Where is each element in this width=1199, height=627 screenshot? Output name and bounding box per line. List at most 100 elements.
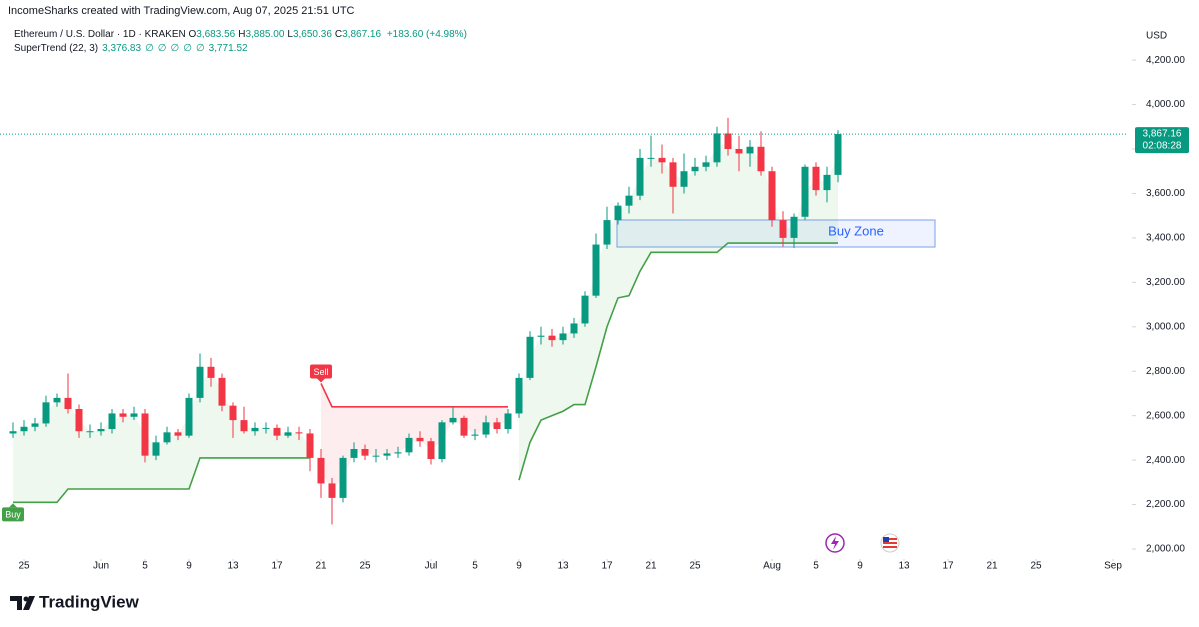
x-tick-label: 25	[359, 561, 371, 572]
candle-body	[460, 417, 468, 436]
ohlc-value: 3,650.36	[292, 29, 332, 40]
candle-body	[273, 427, 281, 436]
candle-body	[548, 335, 556, 341]
event-icons	[825, 533, 900, 553]
x-tick-label: Jun	[93, 561, 109, 572]
price-tag-label: 3,867.16	[1143, 129, 1182, 140]
symbol-legend: Ethereum / U.S. Dollar · 1D · KRAKEN O3,…	[14, 29, 470, 40]
candle-body	[570, 323, 578, 334]
candle-body	[790, 216, 798, 238]
candle-body	[9, 431, 17, 434]
candle-body	[625, 195, 633, 206]
candle-body	[130, 413, 138, 417]
supertrend-up	[13, 242, 838, 504]
y-tick-label: 3,200.00	[1146, 277, 1185, 288]
candle-body	[383, 453, 391, 456]
candle-body	[240, 420, 248, 432]
buy-label: Buy	[5, 510, 21, 520]
candle-body	[504, 413, 512, 429]
candle-body	[680, 171, 688, 187]
candle-body	[581, 295, 589, 324]
x-tick-label: 9	[516, 561, 522, 572]
x-tick-label: 9	[857, 561, 863, 572]
indicator-value: ∅	[145, 43, 154, 54]
candle-body	[768, 171, 776, 221]
candle-body	[20, 426, 28, 432]
currency-label: USD	[1146, 31, 1167, 42]
trend-fill	[321, 383, 508, 491]
buy-pointer	[9, 503, 17, 508]
candle-body	[119, 413, 127, 417]
candle-body	[636, 157, 644, 196]
candle-body	[163, 432, 171, 443]
candle-body	[350, 449, 358, 458]
indicator-value: 3,771.52	[208, 43, 248, 54]
candle-body	[746, 146, 754, 154]
candle-body	[603, 220, 611, 245]
price-countdown: 02:08:28	[1143, 141, 1182, 152]
candle-body	[185, 397, 193, 436]
buy-zone-label: Buy Zone	[828, 223, 884, 238]
candle-body	[152, 442, 160, 456]
candle-body	[724, 133, 732, 149]
x-tick-label: 13	[898, 561, 910, 572]
x-tick-label: 13	[227, 561, 239, 572]
candle-body	[526, 336, 534, 378]
ohlc-key: L	[287, 29, 293, 40]
x-tick-label: Sep	[1104, 561, 1122, 572]
indicator-name: SuperTrend (22, 3)	[14, 43, 99, 54]
y-tick-label: 2,400.00	[1146, 455, 1185, 466]
x-tick-label: 5	[472, 561, 478, 572]
ohlc-key: H	[238, 29, 246, 40]
sell-label: Sell	[313, 367, 328, 377]
candle-body	[207, 366, 215, 378]
candle-body	[823, 174, 831, 191]
candle-body	[394, 452, 402, 454]
candle-body	[42, 402, 50, 424]
candle-body	[592, 244, 600, 296]
candle-body	[229, 405, 237, 421]
ohlc-key: C	[334, 29, 343, 40]
candle-body	[449, 417, 457, 423]
candle-body	[86, 431, 94, 433]
indicator-value: ∅	[195, 43, 205, 54]
y-tick-label: 3,000.00	[1146, 321, 1185, 332]
x-tick-label: 25	[689, 561, 701, 572]
sell-pointer	[317, 378, 325, 383]
y-tick-label: 2,000.00	[1146, 544, 1185, 555]
x-tick-label: 21	[986, 561, 998, 572]
candle-body	[284, 432, 292, 436]
trend-fill	[519, 141, 838, 481]
candle-body	[735, 149, 743, 154]
indicator-value: ∅	[183, 43, 192, 54]
candle-body	[405, 437, 413, 453]
candle-body	[702, 162, 710, 167]
candle-body	[438, 422, 446, 459]
brand-name: TradingView	[39, 592, 140, 611]
x-tick-label: 5	[142, 561, 148, 572]
sell-flag	[310, 364, 332, 379]
brand-logo	[10, 596, 35, 610]
y-tick-label: 2,600.00	[1146, 410, 1185, 421]
candle-body	[97, 429, 105, 432]
candle-body	[295, 432, 303, 434]
candle-body	[53, 397, 61, 403]
x-tick-label: 17	[942, 561, 954, 572]
indicator-legend: SuperTrend (22, 3) 3,376.83 ∅ ∅ ∅ ∅ ∅ 3,771.52	[14, 43, 248, 54]
y-tick-label: 3,600.00	[1146, 188, 1185, 199]
y-tick-label: 4,000.00	[1146, 99, 1185, 110]
ohlc-value: 3,885.00	[245, 29, 285, 40]
candle-body	[658, 157, 666, 163]
candle-body	[108, 413, 116, 429]
candle-body	[493, 422, 501, 429]
x-tick-label: Jul	[425, 561, 438, 572]
candle-body	[801, 166, 809, 217]
candle-body	[647, 157, 655, 159]
x-tick-label: 21	[645, 561, 657, 572]
candle-body	[262, 427, 270, 429]
x-tick-label: 17	[271, 561, 283, 572]
candle-body	[779, 220, 787, 238]
y-tick-label: 4,200.00	[1146, 55, 1185, 66]
